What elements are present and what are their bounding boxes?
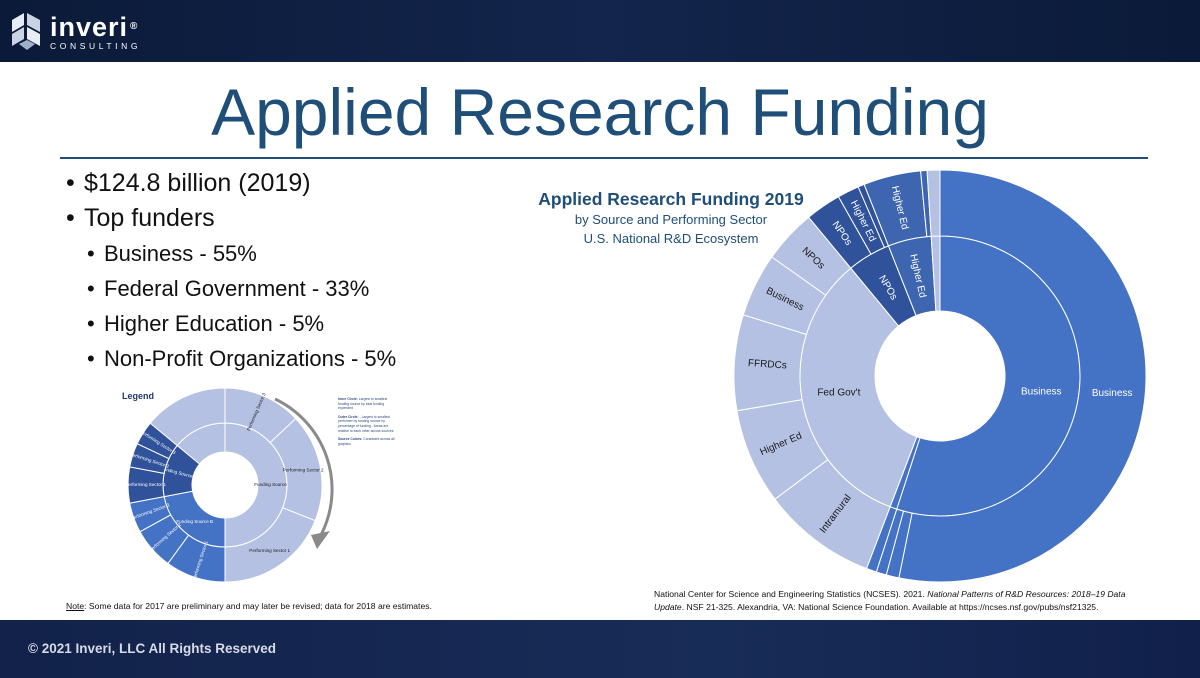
chart-subtitle-2: U.S. National R&D Ecosystem bbox=[583, 231, 759, 246]
slide-title: Applied Research Funding bbox=[211, 75, 989, 149]
source-citation: National Center for Science and Engineer… bbox=[654, 588, 1149, 613]
segment-label: Performing Sector 1 bbox=[249, 548, 290, 553]
sub-bullet-item: • Business - 55% bbox=[87, 241, 257, 266]
legend-outer-label: Outer Circle: bbox=[338, 414, 359, 419]
note-text: : Some data for 2017 are preliminary and… bbox=[84, 601, 432, 611]
chart-title: Applied Research Funding 2019 bbox=[538, 189, 804, 209]
arrow-head-icon bbox=[311, 531, 330, 549]
bullet-item: • Top funders bbox=[66, 204, 215, 232]
company-logo[interactable]: inveri ® CONSULTING bbox=[10, 10, 141, 54]
legend-inner-label: Inner Circle: bbox=[338, 397, 358, 401]
copyright-text: © 2021 Inveri, LLC All Rights Reserved bbox=[28, 641, 277, 656]
logo-name: inveri bbox=[50, 11, 129, 42]
segment-label: Performing Sector 2 bbox=[283, 467, 324, 472]
title-divider bbox=[60, 157, 1148, 159]
bullet-text: Federal Government - 33% bbox=[104, 276, 370, 301]
sub-bullet-item: • Federal Government - 33% bbox=[87, 276, 370, 301]
segment-label: Business bbox=[1021, 387, 1062, 398]
bullet-list: • $124.8 billion (2019) • Top funders • Bus… bbox=[66, 166, 396, 376]
header-bar bbox=[0, 0, 1200, 62]
chart-heading: Applied Research Funding 2019 by Source … bbox=[520, 188, 822, 248]
direction-arrow-icon bbox=[274, 397, 334, 536]
sub-bullet-item: • Higher Education - 5% bbox=[87, 311, 325, 336]
bullet-text: $124.8 billion (2019) bbox=[84, 169, 311, 197]
segment-label: Fed Gov't bbox=[817, 387, 860, 398]
segment-label: Funding Source B bbox=[176, 519, 213, 524]
legend-colors-text: Consistent across all graphics bbox=[338, 437, 395, 446]
legend-title: Legend bbox=[122, 391, 155, 401]
data-note: Note: Some data for 2017 are preliminary… bbox=[66, 601, 432, 611]
footer-bar bbox=[0, 620, 1200, 678]
citation-text-2: . NSF 21-325. Alexandria, VA: National S… bbox=[681, 601, 1099, 612]
chart-subtitle: by Source and Performing Sector bbox=[574, 212, 768, 227]
registered-mark: ® bbox=[130, 20, 139, 32]
segment-label: Funding Source A bbox=[254, 482, 291, 487]
bullet-text: Business - 55% bbox=[104, 241, 257, 266]
legend-inner-text: Largest to smallest funding source by to… bbox=[338, 397, 388, 411]
segment-label: Business bbox=[1092, 388, 1133, 399]
legend-colors-label: Source Colors: bbox=[338, 437, 363, 442]
bullet-text: Higher Education - 5% bbox=[104, 311, 325, 336]
legend-outer-text: - Largest to smallest performer by fundi… bbox=[338, 414, 394, 433]
ring-segment bbox=[898, 169, 1147, 583]
bullet-text: Non-Profit Organizations - 5% bbox=[104, 346, 397, 371]
legend-notes: Inner Circle: Largest to smallest fundin… bbox=[338, 397, 396, 450]
citation-title: National Patterns of R&D Resources: 2018… bbox=[654, 589, 1126, 612]
note-label: Note bbox=[66, 601, 85, 611]
logo-mark-icon bbox=[12, 13, 40, 50]
citation-text: National Center for Science and Engineer… bbox=[654, 589, 928, 599]
segment-label: FFRDCs bbox=[748, 358, 788, 372]
logo-subtitle: CONSULTING bbox=[50, 40, 142, 51]
segment-label: Performing Sector 1 bbox=[125, 482, 166, 487]
bullet-item: • $124.8 billion (2019) bbox=[66, 169, 311, 197]
ring-segment bbox=[149, 387, 226, 447]
bullet-text: Top funders bbox=[84, 204, 215, 232]
ring-segment bbox=[926, 169, 941, 237]
sub-bullet-item: • Non-Profit Organizations - 5% bbox=[87, 346, 397, 371]
